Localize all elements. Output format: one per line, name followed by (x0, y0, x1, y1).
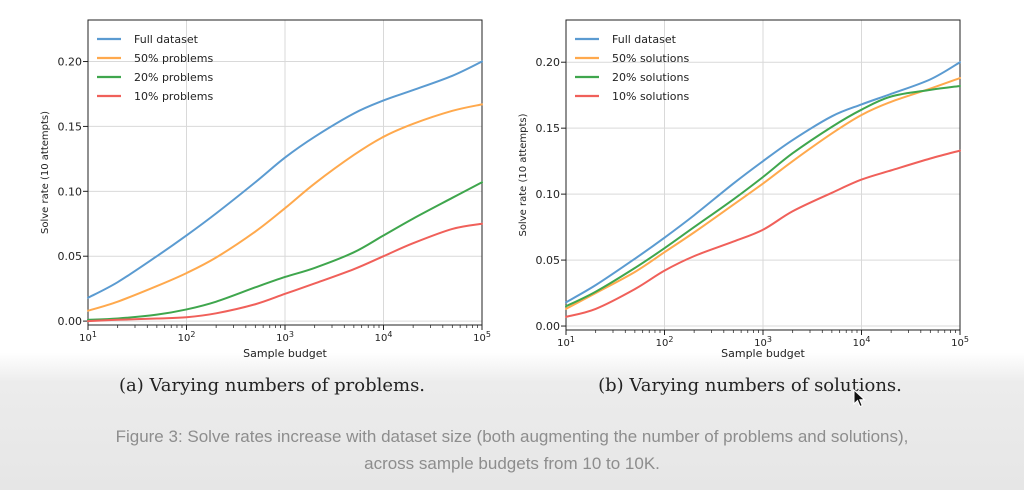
series-line-1 (87, 60, 483, 299)
chart-b: 101 102 103 104 105 0.00 0.05 0.10 0.15 0.20 Sampl… (518, 19, 969, 396)
legend-label: 10% problems (134, 90, 213, 103)
legend-label: 20% problems (134, 71, 213, 84)
y-tick-label: 0.15 (58, 120, 83, 133)
x-tick-label: 104 (853, 335, 871, 349)
x-tick-label: 105 (473, 330, 491, 344)
legend-label: 50% solutions (612, 52, 690, 65)
x-axis-label: Sample budget (721, 347, 805, 360)
series-line-1 (565, 61, 961, 304)
figure-caption-line-1: Figure 3: Solve rates increase with data… (115, 427, 909, 446)
series-line-2 (87, 103, 483, 312)
series-line-4 (565, 149, 961, 318)
chart-subtitle: (a) Varying numbers of problems. (119, 375, 425, 396)
x-tick-label: 105 (951, 335, 969, 349)
x-tick-label: 103 (754, 335, 772, 349)
y-tick-label: 0.10 (58, 185, 83, 198)
x-tick-label: 104 (375, 330, 393, 344)
legend-label: 10% solutions (612, 90, 690, 103)
x-tick-label: 101 (557, 335, 575, 349)
series-line-2 (565, 77, 961, 310)
chart-subtitle: (b) Varying numbers of solutions. (598, 375, 902, 396)
y-tick-label: 0.10 (536, 188, 561, 201)
x-tick-label: 101 (79, 330, 97, 344)
y-axis-label: Solve rate (10 attempts) (518, 113, 529, 236)
legend-label: Full dataset (134, 33, 199, 46)
x-tick-label: 102 (178, 330, 196, 344)
y-tick-label: 0.00 (58, 315, 83, 328)
series-line-4 (87, 222, 483, 323)
figure-caption-line-2: across sample budgets from 10 to 10K. (364, 454, 660, 473)
series-line-3 (565, 84, 961, 308)
chart-a: 101 102 103 104 105 0.00 0.05 0.10 0.15 0.20 Sampl… (40, 19, 491, 396)
legend-label: 20% solutions (612, 71, 690, 84)
series-line-3 (87, 181, 483, 321)
legend-label: Full dataset (612, 33, 677, 46)
legend-label: 50% problems (134, 52, 213, 65)
y-tick-label: 0.20 (536, 56, 561, 69)
figure-charts: 101 102 103 104 105 0.00 0.05 0.10 0.15 0.20 Sampl… (40, 19, 969, 396)
y-tick-label: 0.05 (58, 250, 83, 263)
y-axis-label: Solve rate (10 attempts) (40, 111, 51, 234)
x-tick-label: 103 (276, 330, 294, 344)
x-tick-label: 102 (656, 335, 674, 349)
y-tick-label: 0.20 (58, 56, 83, 69)
y-tick-label: 0.00 (536, 320, 561, 333)
x-axis-label: Sample budget (243, 347, 327, 360)
y-tick-label: 0.15 (536, 122, 561, 135)
mouse-cursor-icon (853, 389, 866, 408)
y-tick-label: 0.05 (536, 254, 561, 267)
